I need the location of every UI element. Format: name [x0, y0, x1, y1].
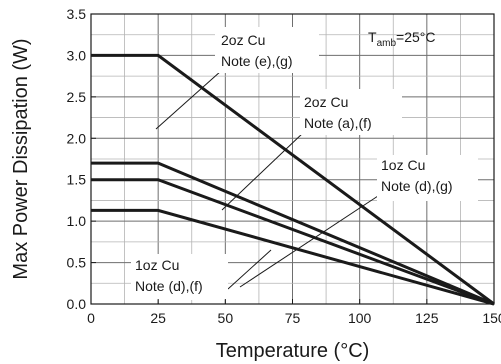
callout-box [377, 155, 478, 201]
axis-ticks: 0 25 50 75 100 125 150 0.0 0.5 1.0 1.5 2.0 2.5 3.0 3.5 [67, 6, 501, 326]
x-tick-label: 75 [285, 310, 301, 326]
callout-box [215, 27, 319, 73]
derating-line-3 [91, 178, 495, 306]
y-tick-label: 0.0 [67, 296, 87, 312]
x-tick-label: 0 [87, 310, 95, 326]
y-tick-label: 2.0 [67, 130, 87, 146]
callout-1: 2oz Cu Note (e),(g) [155, 27, 319, 130]
callout-2: 2oz Cu Note (a),(f) [221, 89, 402, 211]
callout-3: 1oz Cu Note (d),(g) [239, 155, 478, 288]
y-axis-title: Max Power Dissipation (W) [10, 38, 32, 279]
callout-text: 1oz Cu [135, 257, 179, 273]
callout-text: Note (e),(g) [221, 53, 293, 69]
callout-text: Note (a),(f) [304, 115, 372, 131]
x-tick-label: 50 [218, 310, 234, 326]
callout-text: Note (d),(f) [135, 278, 203, 294]
x-axis-title: Temperature (°C) [216, 340, 370, 362]
callout-text: 2oz Cu [221, 32, 265, 48]
ambient-temperature-label: Tamb=25°C [368, 29, 435, 49]
y-tick-label: 3.5 [67, 6, 87, 22]
callout-leader [155, 70, 222, 130]
annotation-callouts: 2oz Cu Note (e),(g) 2oz Cu Note (a),(f) 1oz … [131, 27, 478, 300]
ambient-value: =25°C [396, 29, 435, 45]
derating-line-4 [91, 208, 495, 306]
callout-4: 1oz Cu Note (d),(f) [131, 249, 272, 300]
callout-box [131, 254, 228, 300]
y-tick-label: 0.5 [67, 255, 87, 271]
x-tick-label: 125 [415, 310, 439, 326]
y-tick-label: 1.0 [67, 213, 87, 229]
callout-text: 2oz Cu [304, 94, 348, 110]
callout-leader [227, 249, 272, 290]
ambient-symbol: T [368, 29, 377, 45]
derating-line-2 [91, 161, 495, 306]
callout-leader [239, 193, 382, 288]
callout-box [300, 89, 402, 135]
callout-text: 1oz Cu [381, 157, 425, 173]
derating-line-1 [91, 53, 495, 306]
callout-leader [221, 131, 305, 211]
x-tick-label: 100 [348, 310, 372, 326]
y-tick-label: 3.0 [67, 47, 87, 63]
series-lines [91, 53, 495, 306]
callout-text: Note (d),(g) [381, 178, 453, 194]
y-tick-label: 1.5 [67, 172, 87, 188]
ambient-subscript: amb [377, 38, 397, 49]
x-tick-label: 150 [482, 310, 501, 326]
x-tick-label: 25 [150, 310, 166, 326]
y-tick-label: 2.5 [67, 89, 87, 105]
